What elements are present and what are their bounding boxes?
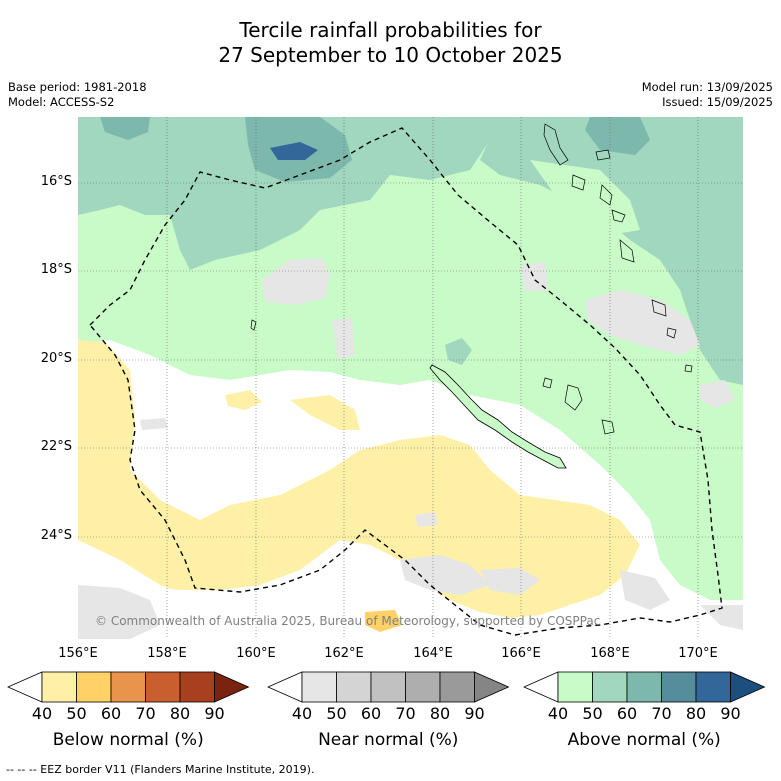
vanuatu-islands xyxy=(250,123,693,373)
probability-field xyxy=(78,117,743,639)
loyalty-islands xyxy=(564,384,583,411)
colorbar-segment xyxy=(76,671,112,703)
colorbar-segment xyxy=(405,671,441,703)
chart-title-line1: Tercile rainfall probabilities for xyxy=(239,18,542,42)
colorbar-tick-label: 80 xyxy=(685,704,707,723)
colorbar-segment xyxy=(110,671,146,703)
colorbar-segment xyxy=(301,671,337,703)
colorbar-arrow-left xyxy=(523,671,559,703)
longitude-label: 158°E xyxy=(147,646,187,661)
longitude-label: 164°E xyxy=(413,646,453,661)
base-period-text: Base period: 1981-2018 xyxy=(8,80,147,94)
gridlines xyxy=(78,117,743,639)
colorbar-tick-label: 50 xyxy=(326,704,347,723)
longitude-label: 160°E xyxy=(236,646,276,661)
colorbar-segment xyxy=(661,671,697,703)
colorbar-title: Below normal (%) xyxy=(52,730,204,750)
colorbar-segment xyxy=(145,671,181,703)
colorbar-tick-label: 40 xyxy=(291,704,313,723)
longitude-label: 166°E xyxy=(501,646,541,661)
longitude-label: 162°E xyxy=(324,646,364,661)
colorbar-segment xyxy=(336,671,372,703)
colorbar-tick-label: 60 xyxy=(100,704,122,723)
colorbar-tick-label: 70 xyxy=(135,704,156,723)
colorbar-tick-label: 60 xyxy=(616,704,638,723)
colorbars xyxy=(7,671,766,703)
colorbar-arrow-left xyxy=(7,671,43,703)
colorbar-tick-label: 80 xyxy=(169,704,191,723)
island-outline xyxy=(542,377,553,389)
colorbar-title: Above normal (%) xyxy=(567,730,721,750)
chart-title-line2: 27 September to 10 October 2025 xyxy=(218,43,563,67)
latitude-label: 18°S xyxy=(40,262,72,277)
colorbar-segment xyxy=(557,671,593,703)
colorbar-segment xyxy=(439,671,475,703)
colorbar-tick-label: 70 xyxy=(651,704,672,723)
island-outline xyxy=(601,419,615,435)
colorbar-tick-label: 40 xyxy=(31,704,53,723)
copyright-text: © Commonwealth of Australia 2025, Bureau… xyxy=(95,614,601,628)
colorbar-tick-label: 80 xyxy=(429,704,451,723)
latitude-label: 24°S xyxy=(40,528,72,543)
new-caledonia-coastline xyxy=(429,364,567,469)
colorbar-tick-label: 90 xyxy=(204,704,225,723)
colorbar-arrow-left xyxy=(267,671,303,703)
eez-border xyxy=(89,127,723,636)
longitude-label: 170°E xyxy=(678,646,718,661)
colorbar-segment xyxy=(626,671,662,703)
issued-text: Issued: 15/09/2025 xyxy=(662,95,773,109)
colorbar-segment xyxy=(41,671,77,703)
latitude-label: 20°S xyxy=(40,351,72,366)
colorbar-tick-label: 70 xyxy=(395,704,416,723)
colorbar-arrow-right xyxy=(730,671,766,703)
model-run-text: Model run: 13/09/2025 xyxy=(641,80,773,94)
colorbar-tick-label: 60 xyxy=(360,704,382,723)
footnote-eez: -- -- -- EEZ border V11 (Flanders Marine… xyxy=(6,763,315,776)
colorbar-tick-label: 40 xyxy=(547,704,569,723)
colorbar-segment xyxy=(695,671,731,703)
colorbar-arrow-right xyxy=(474,671,510,703)
colorbar-tick-label: 90 xyxy=(464,704,485,723)
latitude-label: 16°S xyxy=(40,174,72,189)
colorbar-tick-label: 50 xyxy=(66,704,87,723)
colorbar-tick-label: 50 xyxy=(582,704,603,723)
longitude-label: 156°E xyxy=(58,646,98,661)
colorbar-segment xyxy=(370,671,406,703)
colorbar-arrow-right xyxy=(214,671,250,703)
longitude-label: 168°E xyxy=(590,646,630,661)
colorbar-title: Near normal (%) xyxy=(318,730,459,750)
colorbar-segment xyxy=(592,671,628,703)
colorbar-segment xyxy=(179,671,215,703)
latitude-label: 22°S xyxy=(40,439,72,454)
model-text: Model: ACCESS-S2 xyxy=(8,95,115,109)
colorbar-tick-label: 90 xyxy=(720,704,741,723)
